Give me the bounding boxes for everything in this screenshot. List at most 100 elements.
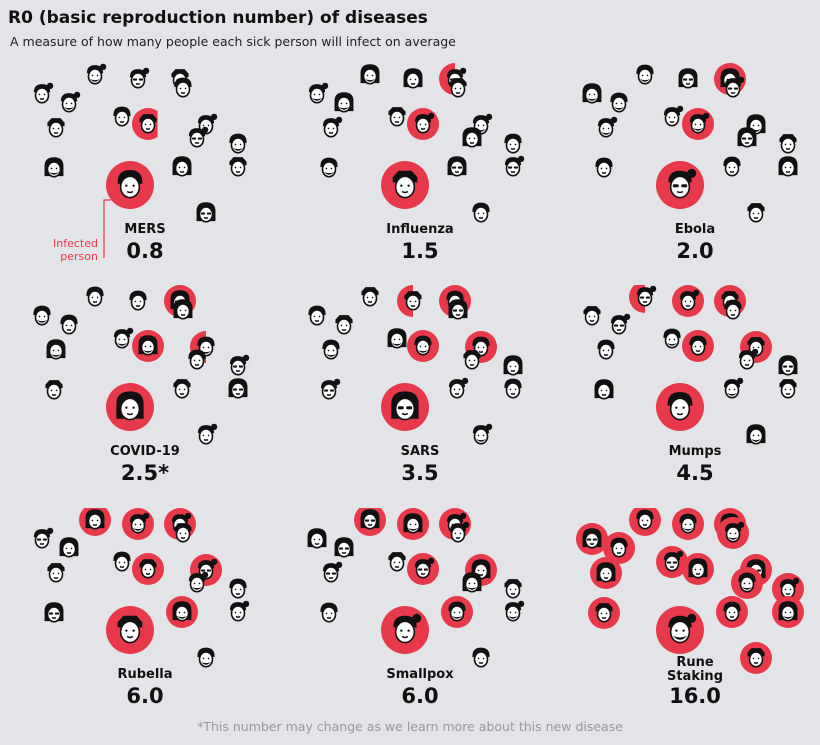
person-icon — [322, 339, 340, 360]
person-icon — [60, 314, 78, 335]
infected-person-icon — [441, 596, 473, 628]
panel-smallpox: Smallpox 6.0 — [285, 508, 555, 733]
infected-person-icon — [656, 606, 704, 654]
panel-rubella: Rubella 6.0 — [10, 508, 280, 733]
person-icon — [583, 306, 601, 326]
person-icon — [724, 299, 742, 320]
person-icon — [448, 377, 469, 399]
infected-person-icon — [656, 546, 688, 578]
r0-value-label: 2.5* — [120, 461, 170, 485]
person-icon — [60, 91, 81, 113]
person-icon — [678, 68, 698, 89]
r0-value-label: 3.5 — [401, 461, 439, 485]
person-icon — [663, 328, 681, 349]
disease-name-label: Smallpox — [386, 667, 454, 682]
person-icon — [595, 157, 613, 178]
person-icon — [779, 134, 797, 154]
person-icon — [610, 313, 631, 335]
person-icon — [229, 157, 247, 177]
person-icon — [320, 378, 341, 400]
person-icon — [33, 82, 54, 104]
disease-name-label: Mumps — [668, 444, 722, 459]
person-icon — [335, 315, 353, 335]
person-icon — [462, 572, 482, 593]
chart-subtitle: A measure of how many people each sick p… — [10, 34, 456, 49]
infected-person-icon — [79, 508, 111, 536]
person-icon — [504, 579, 522, 599]
infected-person-icon — [740, 642, 772, 674]
person-icon — [322, 116, 343, 138]
disease-name-label: Ebola — [674, 222, 716, 237]
infected-person-icon — [381, 161, 429, 209]
panel-mumps: Mumps 4.5 — [560, 285, 820, 510]
infected-person-icon — [716, 596, 748, 628]
person-icon — [47, 563, 65, 583]
infected-person-icon — [407, 330, 439, 362]
person-icon — [334, 92, 354, 113]
infected-person-icon — [656, 161, 704, 209]
person-icon — [778, 156, 798, 177]
person-icon — [778, 355, 798, 376]
infected-person-icon — [106, 161, 154, 209]
disease-name-label: Rune Staking — [666, 655, 723, 684]
r0-value-label: 4.5 — [676, 461, 714, 485]
person-icon — [129, 67, 150, 89]
person-icon — [462, 127, 482, 148]
r0-value-label: 2.0 — [676, 239, 714, 263]
infected-person-icon — [772, 573, 804, 605]
infected-person-icon — [682, 108, 714, 140]
infected-person-icon — [772, 596, 804, 628]
chart-title: R0 (basic reproduction number) of diseas… — [8, 8, 428, 28]
person-icon — [360, 64, 380, 85]
disease-name-label: MERS — [124, 222, 166, 237]
disease-name-label: SARS — [400, 444, 440, 459]
person-icon — [113, 327, 134, 349]
person-icon — [113, 106, 131, 127]
infected-person-icon — [122, 508, 154, 540]
infected-person-icon — [106, 606, 154, 654]
person-icon — [320, 602, 338, 623]
person-icon — [196, 202, 216, 223]
people-pictogram — [576, 508, 804, 674]
person-icon — [188, 349, 206, 370]
person-icon — [361, 287, 379, 307]
partially-infected-person-icon — [397, 285, 422, 317]
people-pictogram — [33, 508, 250, 668]
infected-person-icon — [381, 606, 429, 654]
person-icon — [322, 561, 343, 583]
person-icon — [33, 305, 51, 326]
person-icon — [229, 600, 250, 622]
infected-person-icon — [682, 553, 714, 585]
infected-person-icon — [132, 330, 164, 362]
disease-name-label: Influenza — [386, 222, 454, 237]
person-icon — [86, 63, 107, 85]
person-icon — [174, 77, 192, 98]
person-icon — [463, 350, 481, 370]
person-icon — [129, 290, 147, 311]
person-icon — [46, 339, 66, 360]
person-icon — [746, 424, 766, 445]
infected-person-icon — [132, 553, 164, 585]
partially-infected-person-icon — [629, 285, 657, 313]
person-icon — [738, 348, 759, 370]
r0-value-label: 6.0 — [126, 684, 164, 708]
person-icon — [44, 602, 64, 623]
person-icon — [197, 423, 218, 445]
people-pictogram — [308, 285, 523, 445]
infected-person-icon — [672, 285, 704, 317]
footnote: *This number may change as we learn more… — [197, 719, 623, 734]
person-icon — [188, 571, 209, 593]
person-icon — [172, 156, 192, 177]
person-icon — [449, 78, 467, 98]
people-pictogram — [33, 285, 250, 445]
person-icon — [188, 126, 209, 148]
person-icon — [308, 305, 326, 326]
person-icon — [334, 537, 354, 558]
infected-person-icon — [397, 508, 429, 540]
infected-person-icon — [354, 508, 386, 536]
person-icon — [173, 299, 193, 320]
panel-influenza: Influenza 1.5 — [285, 63, 555, 288]
person-icon — [86, 286, 104, 307]
person-icon — [173, 379, 191, 399]
infected-person-icon — [603, 532, 635, 564]
